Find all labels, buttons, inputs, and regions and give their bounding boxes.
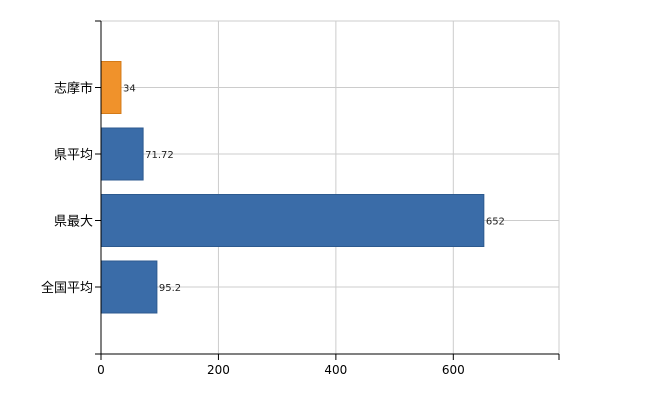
x-tick-label-2: 200 xyxy=(207,363,230,377)
bar-3 xyxy=(100,194,485,247)
grid-lines xyxy=(101,20,560,354)
data-label-2: 71.72 xyxy=(145,150,174,161)
category-label-3: 県最大 xyxy=(54,215,93,230)
labels: 34 志摩市 71.72 県平均 652 県最大 95.2 全国平均 0 200 400 600 xyxy=(41,20,560,377)
data-label-1: 34 xyxy=(123,84,136,95)
category-label-1: 志摩市 xyxy=(54,81,93,97)
data-label-3: 652 xyxy=(486,217,505,228)
x-tick-label-4: 600 xyxy=(442,363,465,377)
x-tick-label-1: 0 xyxy=(97,363,105,377)
x-tick-label-3: 400 xyxy=(324,363,347,377)
bar-4 xyxy=(100,260,158,314)
bar-1 xyxy=(100,61,122,114)
bar-2 xyxy=(100,127,144,181)
axes xyxy=(100,21,559,355)
category-label-4: 全国平均 xyxy=(41,280,93,296)
category-label-2: 県平均 xyxy=(54,148,93,163)
data-label-4: 95.2 xyxy=(159,283,181,294)
bars xyxy=(100,61,485,314)
